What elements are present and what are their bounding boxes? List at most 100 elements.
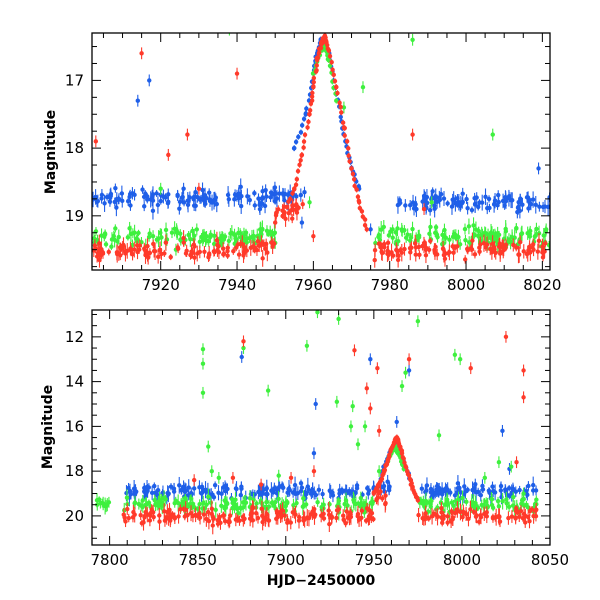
peak-point bbox=[415, 498, 421, 503]
outlier-point bbox=[95, 502, 100, 507]
x-tick-label: 7800 bbox=[91, 551, 129, 569]
baseline-point bbox=[132, 192, 137, 198]
baseline-point bbox=[410, 226, 415, 232]
baseline-point bbox=[201, 487, 206, 493]
baseline-point bbox=[452, 493, 458, 498]
baseline-point bbox=[146, 234, 152, 240]
baseline-point bbox=[183, 507, 188, 512]
baseline-point bbox=[221, 485, 226, 490]
baseline-point bbox=[465, 205, 470, 211]
baseline-point bbox=[175, 246, 181, 251]
baseline-point bbox=[139, 520, 145, 526]
baseline-point bbox=[203, 201, 208, 207]
y-tick-label: 19 bbox=[65, 207, 84, 225]
peak-point bbox=[318, 45, 324, 51]
outlier-point bbox=[273, 220, 278, 225]
baseline-point bbox=[334, 508, 340, 513]
baseline-point bbox=[463, 257, 468, 262]
baseline-point bbox=[390, 253, 396, 258]
baseline-point bbox=[161, 495, 167, 500]
baseline-point bbox=[173, 498, 178, 503]
baseline-point bbox=[489, 502, 495, 508]
baseline-point bbox=[229, 230, 235, 236]
baseline-point bbox=[530, 244, 535, 250]
baseline-point bbox=[527, 234, 533, 239]
baseline-point bbox=[417, 252, 422, 258]
peak-point bbox=[332, 78, 338, 84]
outlier-point bbox=[234, 71, 240, 76]
baseline-point bbox=[165, 509, 170, 515]
baseline-point bbox=[311, 506, 317, 512]
baseline-point bbox=[318, 513, 324, 518]
outlier-point bbox=[521, 368, 526, 373]
baseline-point bbox=[449, 500, 454, 505]
baseline-point bbox=[477, 249, 482, 254]
baseline-point bbox=[263, 187, 268, 193]
baseline-point bbox=[163, 240, 169, 245]
baseline-point bbox=[252, 203, 258, 208]
baseline-point bbox=[435, 505, 440, 511]
baseline-point bbox=[236, 230, 241, 236]
baseline-point bbox=[274, 211, 279, 216]
baseline-point bbox=[269, 240, 274, 245]
peak-point bbox=[322, 34, 328, 39]
baseline-point bbox=[152, 490, 158, 496]
outlier-point bbox=[500, 428, 505, 434]
outlier-point bbox=[239, 354, 244, 360]
baseline-point bbox=[226, 518, 232, 524]
peak-point bbox=[337, 100, 342, 105]
baseline-point bbox=[449, 204, 455, 209]
baseline-point bbox=[294, 500, 299, 506]
baseline-point bbox=[428, 238, 433, 244]
baseline-point bbox=[187, 195, 193, 200]
baseline-point bbox=[114, 205, 119, 210]
baseline-point bbox=[126, 485, 131, 491]
baseline-point bbox=[308, 491, 314, 496]
baseline-point bbox=[483, 194, 488, 199]
baseline-point bbox=[510, 503, 516, 508]
baseline-point bbox=[453, 233, 459, 238]
outlier-point bbox=[514, 459, 519, 465]
baseline-point bbox=[439, 489, 445, 494]
baseline-point bbox=[245, 194, 250, 199]
baseline-point bbox=[395, 257, 401, 263]
baseline-point bbox=[204, 233, 209, 239]
baseline-point bbox=[376, 232, 382, 238]
baseline-point bbox=[176, 514, 181, 519]
baseline-point bbox=[370, 499, 376, 505]
baseline-point bbox=[145, 197, 150, 202]
baseline-point bbox=[496, 192, 501, 198]
baseline-point bbox=[152, 249, 158, 254]
outlier-point bbox=[394, 419, 399, 425]
baseline-point bbox=[403, 203, 408, 208]
baseline-point bbox=[316, 487, 322, 493]
baseline-point bbox=[393, 230, 399, 235]
baseline-point bbox=[154, 237, 160, 242]
baseline-point bbox=[439, 515, 444, 520]
baseline-point bbox=[342, 501, 347, 507]
baseline-point bbox=[329, 515, 334, 521]
outlier-point bbox=[482, 475, 488, 481]
baseline-point bbox=[510, 197, 515, 203]
baseline-point bbox=[385, 248, 390, 254]
baseline-point bbox=[277, 191, 282, 196]
baseline-point bbox=[197, 249, 203, 255]
baseline-point bbox=[189, 249, 194, 254]
baseline-point bbox=[509, 514, 515, 519]
baseline-point bbox=[192, 505, 197, 510]
baseline-point bbox=[302, 189, 307, 195]
baseline-point bbox=[128, 203, 133, 208]
baseline-point bbox=[373, 240, 378, 246]
peak-point bbox=[401, 456, 406, 461]
baseline-point bbox=[469, 207, 475, 213]
baseline-point bbox=[95, 198, 101, 204]
outlier-point bbox=[200, 390, 206, 396]
baseline-point bbox=[337, 488, 342, 493]
baseline-point bbox=[202, 249, 207, 254]
baseline-point bbox=[225, 192, 231, 198]
baseline-point bbox=[197, 485, 202, 490]
baseline-point bbox=[429, 498, 434, 504]
baseline-point bbox=[511, 242, 516, 248]
outlier-point bbox=[376, 468, 382, 474]
baseline-point bbox=[255, 515, 261, 521]
